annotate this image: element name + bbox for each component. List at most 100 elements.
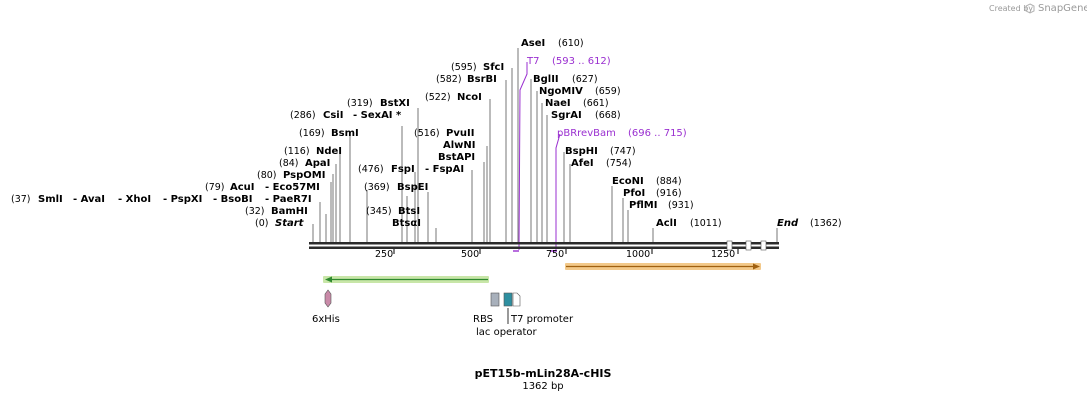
plasmid-name: pET15b-mLin28A-cHIS xyxy=(475,367,612,380)
feature-6xhis: 6xHis xyxy=(312,289,340,325)
backbone-top-strand xyxy=(309,242,779,245)
end-label: End xyxy=(777,218,799,229)
enzyme-paer7i: - PaeR7I xyxy=(265,194,312,205)
enzyme-pos-595: (595) xyxy=(451,62,477,73)
credit-prefix: Created by xyxy=(989,4,1033,13)
enzyme-pos-931: (931) xyxy=(668,200,694,211)
enzyme-alwni: AlwNI xyxy=(443,140,476,151)
enzyme-pos-582: (582) xyxy=(436,74,462,85)
enzyme-asei: AseI xyxy=(521,38,545,49)
enzyme-sfci: SfcI xyxy=(483,62,504,73)
enzyme-pos-319: (319) xyxy=(347,98,373,109)
tick-1000: 1000 xyxy=(626,249,650,260)
enzyme-pos-476: (476) xyxy=(358,164,384,175)
enzyme-bsmi: BsmI xyxy=(331,128,359,139)
enzyme-ndei: NdeI xyxy=(316,146,342,157)
feature-t7-promoter-label: T7 promoter xyxy=(510,314,574,325)
ruler: 250 500 750 1000 1250 xyxy=(375,249,739,260)
end-pos: (1362) xyxy=(810,218,842,229)
enzyme-pos-610: (610) xyxy=(558,38,584,49)
enzyme-labels-middle: (516) PvuII AlwNI BstAPI (522) NcoI (582… xyxy=(414,38,687,169)
start-pos: (0) xyxy=(255,218,268,229)
leader-pbrrevbam-primer xyxy=(555,133,561,250)
feature-t7-promoter: T7 promoter xyxy=(510,292,574,325)
enzyme-bspei: BspEI xyxy=(397,182,428,193)
start-label: Start xyxy=(275,218,305,229)
enzyme-pos-661: (661) xyxy=(583,98,609,109)
enzyme-bglii: BglII xyxy=(533,74,559,85)
enzyme-btsi: BtsI xyxy=(398,206,420,217)
enzyme-bstapi: BstAPI xyxy=(438,152,475,163)
enzyme-bamhi: BamHI xyxy=(271,206,308,217)
lac-operator-box-icon xyxy=(503,292,513,307)
enzyme-pos-116: (116) xyxy=(284,146,310,157)
plasmid-length: 1362 bp xyxy=(522,381,563,392)
enzyme-bstxi: BstXI xyxy=(380,98,410,109)
enzyme-pos-884: (884) xyxy=(656,176,682,187)
enzyme-btsai: BtsαI xyxy=(392,218,421,229)
his-tag-icon xyxy=(324,289,332,308)
enzyme-pos-345: (345) xyxy=(366,206,392,217)
gap-markers xyxy=(726,240,767,251)
enzyme-ngomiv: NgoMIV xyxy=(539,86,583,97)
enzyme-avai: - AvaI xyxy=(73,194,105,205)
rbs-box-icon xyxy=(490,292,500,307)
feature-6xhis-label: 6xHis xyxy=(312,314,340,325)
enzyme-pvuii: PvuII xyxy=(446,128,474,139)
enzyme-pos-286: (286) xyxy=(290,110,316,121)
enzyme-fspai: - FspAI xyxy=(425,164,464,175)
enzyme-pos-754: (754) xyxy=(606,158,632,169)
primer-leader-lines xyxy=(518,62,561,251)
primer-pbrrevbam-label: pBRrevBam xyxy=(557,128,616,139)
feature-rbs: RBS xyxy=(473,292,500,325)
tick-500: 500 xyxy=(461,249,479,260)
enzyme-pos-32: (32) xyxy=(245,206,265,217)
enzyme-apai: ApaI xyxy=(305,158,330,169)
enzyme-pos-369: (369) xyxy=(364,182,390,193)
enzyme-eco57mi: - Eco57MI xyxy=(265,182,320,193)
enzyme-labels-left: (37) SmlI - AvaI - XhoI - PspXI - BsoBI … xyxy=(11,98,464,229)
enzyme-pos-627: (627) xyxy=(572,74,598,85)
enzyme-pos-1011: (1011) xyxy=(690,218,722,229)
enzyme-bsrbi: BsrBI xyxy=(467,74,497,85)
cds-right-arrow xyxy=(565,263,761,270)
enzyme-naei: NaeI xyxy=(545,98,571,109)
enzyme-pspomi: PspOMI xyxy=(283,170,325,181)
enzyme-pflmi: PflMI xyxy=(629,200,657,211)
dna-backbone xyxy=(309,240,779,252)
enzyme-smli: SmlI xyxy=(38,194,63,205)
feature-rbs-label: RBS xyxy=(473,314,493,325)
enzyme-acui: AcuI xyxy=(230,182,255,193)
enzyme-pos-79: (79) xyxy=(205,182,225,193)
feature-lac-operator-label: lac operator xyxy=(476,327,537,338)
enzyme-pos-916: (916) xyxy=(656,188,682,199)
enzyme-pos-80: (80) xyxy=(257,170,277,181)
enzyme-afei: AfeI xyxy=(571,158,594,169)
primer-t7-label: T7 xyxy=(526,56,539,67)
enzyme-pos-84: (84) xyxy=(279,158,299,169)
enzyme-pos-659: (659) xyxy=(595,86,621,97)
cds-left-arrow xyxy=(323,276,489,283)
tick-750: 750 xyxy=(546,249,564,260)
enzyme-pspxi: - PspXI xyxy=(163,194,202,205)
backbone-bottom-strand xyxy=(309,246,779,249)
enzyme-pos-37: (37) xyxy=(11,194,31,205)
credit-brand: SnapGene xyxy=(1038,3,1087,14)
enzyme-leader-lines xyxy=(312,48,778,243)
enzyme-bsphi: BspHI xyxy=(565,146,598,157)
tick-1250: 1250 xyxy=(711,249,735,260)
enzyme-econi: EcoNI xyxy=(612,176,644,187)
enzyme-xhoi: - XhoI xyxy=(118,194,151,205)
enzyme-pos-747: (747) xyxy=(610,146,636,157)
enzyme-sgrai: SgrAI xyxy=(551,110,582,121)
enzyme-acli: AclI xyxy=(656,218,677,229)
enzyme-fspi: FspI xyxy=(391,164,415,175)
enzyme-pos-522: (522) xyxy=(425,92,451,103)
enzyme-sexai: - SexAI * xyxy=(353,110,402,121)
snapgene-logo-icon xyxy=(1025,3,1035,14)
enzyme-pfoi: PfoI xyxy=(623,188,645,199)
enzyme-ncoi: NcoI xyxy=(457,92,482,103)
enzyme-csii: CsiI xyxy=(323,110,343,121)
t7-promoter-arrow-icon xyxy=(512,292,521,307)
